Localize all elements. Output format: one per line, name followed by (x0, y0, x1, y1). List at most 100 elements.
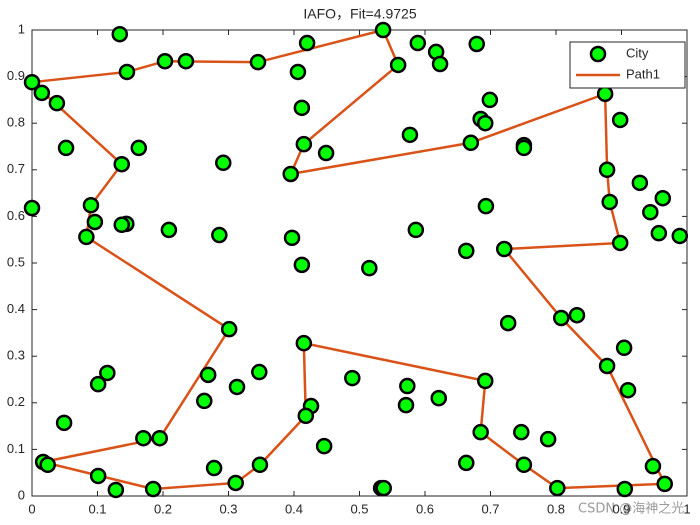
x-tick-label: 0.4 (285, 501, 303, 516)
city-marker (227, 474, 244, 492)
city-marker (283, 229, 301, 247)
y-tick-label: 0.8 (7, 115, 25, 130)
legend-marker (589, 45, 607, 63)
city-marker (496, 240, 513, 258)
city-marker (472, 423, 489, 441)
city-marker (601, 193, 618, 211)
city-marker (477, 114, 494, 132)
city-marker (251, 363, 268, 381)
city-marker (111, 25, 129, 43)
city-marker (251, 456, 269, 474)
city-marker (552, 309, 570, 327)
city-marker (399, 377, 416, 395)
city-marker (596, 85, 614, 103)
city-marker (211, 226, 228, 244)
city-marker (397, 396, 415, 414)
city-marker (33, 84, 51, 102)
city-marker (654, 189, 672, 207)
city-marker (156, 52, 174, 70)
city-marker (477, 197, 495, 215)
city-marker (611, 234, 629, 252)
city-marker (515, 139, 533, 157)
city-marker (515, 456, 533, 474)
city-marker (431, 55, 449, 73)
y-tick-label: 0.4 (7, 301, 25, 316)
city-marker (568, 306, 586, 324)
city-marker (86, 213, 104, 231)
city-marker (23, 73, 41, 91)
legend-label: Path1 (626, 66, 660, 81)
city-marker (220, 320, 238, 338)
city-marker (468, 35, 485, 53)
city-marker (401, 126, 419, 144)
city-marker (295, 135, 313, 153)
x-tick-label: 0.6 (416, 501, 434, 516)
city-marker (430, 389, 448, 407)
legend-box (569, 41, 686, 89)
city-marker (160, 221, 178, 239)
city-marker (144, 480, 162, 498)
city-marker (23, 199, 41, 217)
city-marker (39, 456, 56, 474)
legend-label: City (626, 45, 649, 60)
city-marker (89, 375, 107, 393)
city-marker (650, 224, 668, 242)
city-marker (539, 430, 557, 448)
x-tick-label: 0.8 (547, 501, 565, 516)
x-tick-label: 0.7 (481, 501, 499, 516)
y-tick-label: 0.2 (7, 394, 25, 409)
city-marker (55, 414, 73, 432)
city-marker (205, 459, 223, 477)
city-marker (375, 479, 392, 497)
city-marker (118, 63, 136, 81)
y-tick-label: 0.6 (7, 208, 25, 223)
y-tick-label: 0.7 (7, 161, 25, 176)
city-marker (130, 139, 148, 157)
city-marker (48, 94, 66, 112)
x-tick-label: 0.5 (350, 501, 368, 516)
plot-area (31, 29, 688, 497)
city-marker (78, 228, 95, 246)
city-marker (113, 216, 130, 234)
city-marker (57, 139, 75, 157)
city-marker (282, 165, 299, 183)
city-marker (598, 161, 616, 179)
city-marker (656, 475, 673, 493)
x-tick-label: 0.2 (154, 501, 172, 516)
city-marker (477, 372, 494, 390)
city-marker (317, 144, 335, 162)
city-marker (598, 357, 616, 375)
city-marker (293, 256, 311, 274)
city-marker (99, 364, 116, 382)
city-marker (293, 99, 311, 117)
city-marker (215, 154, 232, 172)
city-marker (315, 437, 333, 455)
city-marker (458, 454, 475, 472)
watermark: CSDN @海神之光 (578, 502, 684, 517)
chart-title: IAFO，Fit=4.9725 (303, 6, 416, 22)
city-marker (499, 314, 517, 332)
city-marker (642, 203, 659, 221)
city-marker (458, 242, 475, 260)
city-marker (615, 339, 633, 357)
city-marker (135, 429, 152, 447)
y-tick-label: 0.1 (7, 441, 25, 456)
city-marker (177, 52, 195, 70)
city-marker (249, 53, 267, 71)
city-marker (611, 111, 629, 129)
city-marker (481, 91, 499, 109)
city-marker (107, 481, 125, 499)
city-marker (619, 381, 637, 399)
city-marker (298, 34, 316, 52)
y-tick-label: 0.9 (7, 68, 25, 83)
city-marker (407, 221, 425, 239)
city-marker (82, 196, 100, 214)
city-marker (374, 21, 392, 39)
city-marker (228, 378, 246, 396)
city-marker (89, 467, 107, 485)
city-marker (289, 63, 307, 81)
y-tick-label: 1 (18, 21, 25, 36)
city-marker (389, 56, 407, 74)
city-marker (297, 407, 315, 425)
